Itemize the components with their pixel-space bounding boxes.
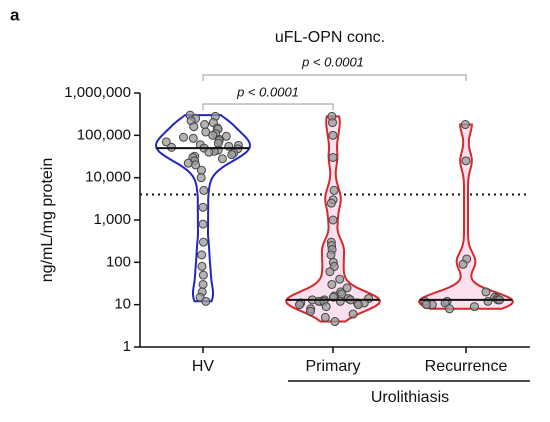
data-point (335, 296, 345, 306)
data-point (460, 120, 470, 130)
data-point (198, 279, 208, 289)
data-point (204, 147, 214, 157)
chart-title: uFL-OPN conc. (275, 29, 385, 46)
p-value: p < 0.0001 (301, 54, 364, 69)
data-point (198, 237, 208, 247)
brackets (202, 74, 467, 110)
data-point (328, 118, 338, 128)
data-point (217, 154, 227, 164)
y-axis-label: ng/mL/mg protein (39, 158, 56, 283)
y-tick-label: 10,000 (85, 169, 131, 186)
data-point (329, 185, 339, 195)
data-point (481, 287, 491, 297)
data-point (199, 185, 209, 195)
data-point (469, 302, 479, 312)
data-point (335, 274, 345, 284)
bracket (202, 103, 334, 110)
data-point (327, 279, 337, 289)
data-point (227, 150, 237, 160)
data-point (179, 132, 189, 142)
data-point (330, 317, 340, 327)
data-point (198, 202, 208, 212)
data-point (445, 304, 455, 314)
data-point (197, 250, 207, 260)
y-tick-label: 100,000 (77, 126, 131, 143)
data-point (326, 198, 336, 208)
data-point (326, 250, 336, 260)
x-tick-label: Recurrence (425, 358, 508, 375)
data-point (198, 219, 208, 229)
data-point (201, 296, 211, 306)
data-point (328, 130, 338, 140)
x-tick-label: HV (192, 358, 215, 375)
group-label: Urolithiasis (371, 389, 449, 406)
y-tick-label: 1,000,000 (64, 84, 131, 101)
y-tick-label: 1 (123, 338, 131, 355)
data-point (320, 312, 330, 322)
data-point (483, 296, 493, 306)
data-point (328, 215, 338, 225)
data-point (342, 283, 352, 293)
data-point (305, 306, 315, 316)
data-point (188, 133, 198, 143)
data-point (196, 173, 206, 183)
data-point (200, 120, 210, 130)
data-point (183, 158, 193, 168)
data-point (196, 165, 206, 175)
data-point (161, 137, 171, 147)
data-point (189, 122, 199, 132)
y-tick-label: 10 (114, 296, 131, 313)
p-value: p < 0.0001 (236, 84, 299, 99)
y-tick-label: 1,000 (93, 211, 131, 228)
data-point (348, 309, 358, 319)
data-point (198, 270, 208, 280)
data-point (191, 160, 201, 170)
data-point (328, 152, 338, 162)
data-point (458, 259, 468, 269)
bracket (202, 74, 467, 81)
data-point (353, 300, 363, 310)
data-point (325, 267, 335, 277)
violin (417, 123, 515, 310)
data-point (321, 302, 331, 312)
data-point (461, 156, 471, 166)
data-point (421, 300, 431, 310)
y-tick-label: 100 (106, 253, 131, 270)
data-point (208, 130, 218, 140)
x-tick-label: Primary (305, 358, 360, 375)
data-point (294, 300, 304, 310)
data-point (197, 261, 207, 271)
panel-label: a (10, 5, 20, 24)
